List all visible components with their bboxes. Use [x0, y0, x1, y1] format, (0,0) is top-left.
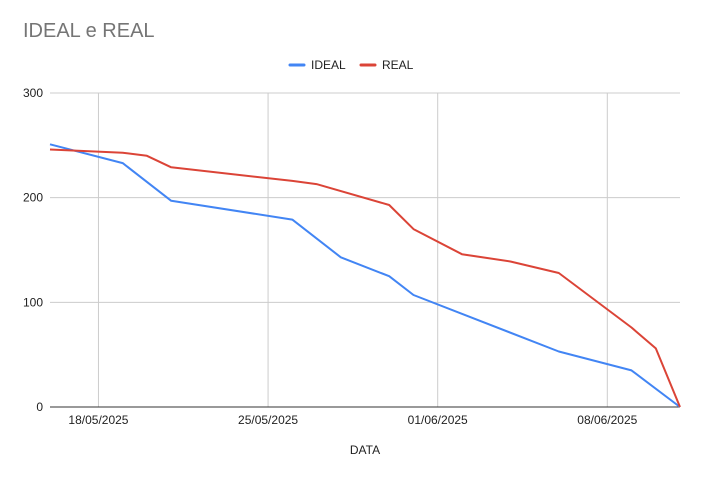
chart-title: IDEAL e REAL: [23, 20, 155, 42]
series-lines: [49, 143, 681, 408]
x-axis-title: DATA: [350, 443, 380, 457]
x-tick-label: 01/06/2025: [408, 413, 468, 427]
legend: IDEAL REAL: [288, 58, 414, 72]
legend-label-real: REAL: [382, 58, 414, 72]
x-tick-label: 08/06/2025: [577, 413, 637, 427]
gridlines: [50, 92, 680, 408]
series-line-real: [49, 148, 681, 408]
y-tick-label: 200: [23, 191, 43, 205]
x-tick-label: 25/05/2025: [238, 413, 298, 427]
legend-label-ideal: IDEAL: [311, 58, 346, 72]
y-tick-label: 100: [23, 295, 43, 309]
y-axis-ticks: 0 100 200 300: [23, 86, 43, 414]
y-tick-label: 300: [23, 86, 43, 100]
x-axis-ticks: 18/05/2025 25/05/2025 01/06/2025 08/06/2025: [68, 413, 637, 427]
x-tick-label: 18/05/2025: [68, 413, 128, 427]
y-tick-label: 0: [36, 400, 43, 414]
series-line-ideal: [49, 143, 681, 408]
